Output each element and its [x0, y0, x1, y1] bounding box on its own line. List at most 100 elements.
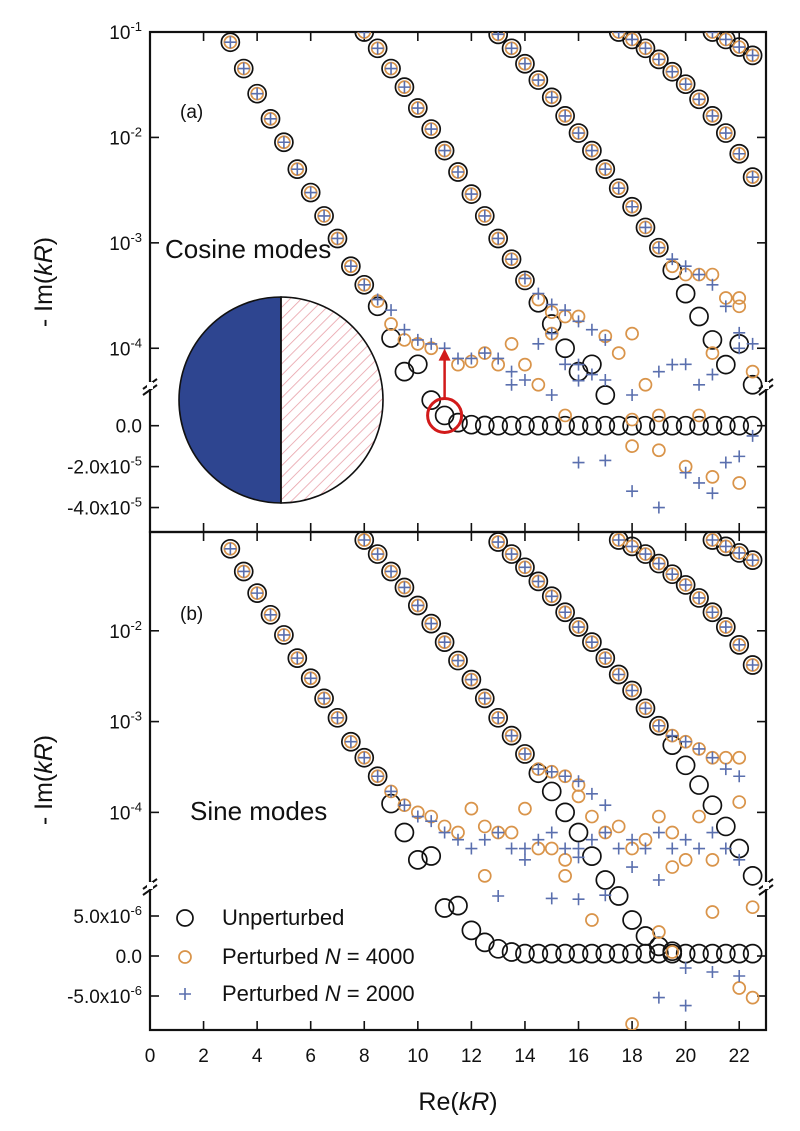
point-perturbed-2000-b-45	[572, 893, 585, 906]
point-unperturbed-a-23	[528, 415, 549, 436]
point-unperturbed-a-16	[434, 405, 455, 426]
panel-a-points	[220, 32, 763, 514]
point-perturbed-2000-b-40	[572, 851, 585, 864]
point-perturbed-2000-a-46	[706, 487, 719, 500]
point-perturbed-2000-b-59	[452, 654, 464, 667]
point-unperturbed-b-5	[287, 648, 308, 668]
point-unperturbed-a-86	[702, 106, 723, 126]
x-tick-label-8: 16	[568, 1046, 589, 1067]
point-perturbed-2000-a-14	[411, 333, 424, 346]
panel-a: (a) Cosine modes - Im(kR) 10-110-210-310…	[30, 19, 774, 534]
point-perturbed-4000-b-25	[558, 853, 572, 867]
point-perturbed-2000-b-88	[719, 763, 732, 776]
point-perturbed-2000-b-70	[599, 799, 612, 812]
point-perturbed-4000-b-41	[585, 913, 599, 927]
point-unperturbed-a-44	[407, 98, 428, 118]
point-unperturbed-b-58	[595, 870, 616, 890]
point-perturbed-2000-b-43	[492, 890, 505, 902]
point-unperturbed-a-18	[461, 414, 482, 435]
point-unperturbed-b-17	[448, 895, 468, 916]
point-perturbed-2000-a-75	[572, 127, 585, 140]
panel-a-ylabel: - Im(kR)	[30, 237, 58, 327]
legend: Unperturbed Perturbed N = 4000 Perturbed N…	[176, 905, 415, 1006]
point-perturbed-2000-b-96	[693, 591, 706, 604]
highlight-arrow-head	[438, 348, 451, 361]
point-perturbed-2000-b-95	[679, 578, 692, 591]
point-unperturbed-b-56	[568, 822, 589, 843]
point-unperturbed-a-19	[474, 415, 495, 436]
point-perturbed-2000-a-55	[425, 123, 438, 136]
point-perturbed-4000-a-75	[732, 299, 747, 314]
point-perturbed-4000-b-18	[464, 801, 479, 816]
point-unperturbed-a-81	[635, 38, 656, 59]
point-unperturbed-b-21	[501, 942, 522, 962]
point-perturbed-2000-b-89	[733, 770, 746, 783]
point-perturbed-2000-b-29	[612, 842, 625, 855]
point-unperturbed-b-14	[407, 850, 428, 870]
point-perturbed-2000-a-29	[652, 365, 665, 378]
point-unperturbed-b-55	[555, 802, 575, 823]
point-perturbed-4000-a-24	[558, 408, 572, 423]
point-unperturbed-b-88	[662, 564, 683, 585]
point-perturbed-2000-b-98	[719, 621, 732, 634]
point-unperturbed-b-36	[702, 943, 723, 964]
point-unperturbed-a-12	[381, 328, 401, 348]
y-tick-label-b-4: 0.0	[116, 947, 142, 968]
point-unperturbed-b-41	[367, 544, 388, 564]
point-unperturbed-b-78	[675, 755, 696, 776]
point-unperturbed-b-54	[541, 781, 562, 802]
point-perturbed-2000-a-52	[385, 62, 398, 75]
panel-b-annotation: Sine modes	[190, 796, 327, 826]
point-unperturbed-b-38	[729, 943, 750, 964]
point-perturbed-2000-b-27	[585, 833, 598, 846]
point-unperturbed-a-66	[582, 140, 602, 161]
point-unperturbed-b-83	[742, 865, 763, 886]
point-unperturbed-a-2	[247, 83, 267, 104]
point-unperturbed-b-75	[635, 698, 656, 719]
point-unperturbed-b-16	[434, 898, 455, 918]
legend-label-perturbed_2000: Perturbed N = 2000	[222, 981, 415, 1006]
point-perturbed-4000-b-36	[705, 853, 720, 867]
point-unperturbed-a-68	[608, 178, 629, 199]
point-perturbed-2000-a-95	[706, 109, 719, 122]
y-tick-label-a-4: 0.0	[116, 417, 142, 438]
point-perturbed-2000-a-101	[733, 41, 746, 54]
point-perturbed-2000-a-98	[746, 171, 759, 184]
point-perturbed-2000-b-64	[518, 747, 531, 760]
point-unperturbed-b-94	[742, 655, 763, 675]
point-unperturbed-a-20	[488, 415, 509, 436]
point-perturbed-4000-b-33	[665, 825, 680, 840]
point-unperturbed-b-70	[568, 617, 589, 637]
x-tick-label-2: 4	[252, 1046, 263, 1067]
y-tick-label-a-5: -2.0x10-5	[67, 454, 142, 479]
panel-b-frame	[148, 530, 768, 1032]
point-unperturbed-b-69	[555, 602, 575, 623]
legend-label-unperturbed: Unperturbed	[222, 905, 344, 930]
point-unperturbed-a-24	[541, 415, 562, 436]
point-perturbed-2000-a-11	[371, 293, 384, 306]
point-perturbed-4000-a-26	[611, 346, 626, 360]
point-perturbed-2000-a-34	[733, 342, 746, 355]
point-unperturbed-b-28	[595, 943, 616, 964]
point-unperturbed-a-58	[595, 385, 616, 405]
point-unperturbed-b-52	[515, 744, 535, 764]
point-unperturbed-b-11	[367, 766, 388, 787]
point-unperturbed-b-81	[715, 816, 736, 837]
point-unperturbed-b-80	[702, 795, 723, 816]
point-perturbed-2000-a-12	[385, 304, 398, 317]
point-perturbed-2000-b-6	[304, 672, 317, 685]
point-perturbed-2000-a-8	[331, 232, 344, 245]
point-perturbed-2000-a-56	[438, 144, 451, 157]
point-perturbed-2000-b-67	[559, 770, 572, 783]
point-unperturbed-b-72	[595, 648, 616, 668]
point-perturbed-2000-a-48	[733, 450, 746, 463]
point-unperturbed-b-96	[715, 536, 736, 557]
point-perturbed-2000-b-15	[425, 815, 438, 828]
point-perturbed-2000-a-38	[572, 374, 585, 387]
point-unperturbed-a-38	[729, 415, 750, 436]
point-perturbed-2000-a-88	[612, 32, 625, 38]
half-disk-hatched-half	[280, 296, 384, 504]
point-perturbed-2000-a-3	[264, 112, 277, 125]
point-perturbed-2000-b-58	[438, 636, 451, 649]
point-perturbed-2000-b-91	[626, 540, 639, 553]
